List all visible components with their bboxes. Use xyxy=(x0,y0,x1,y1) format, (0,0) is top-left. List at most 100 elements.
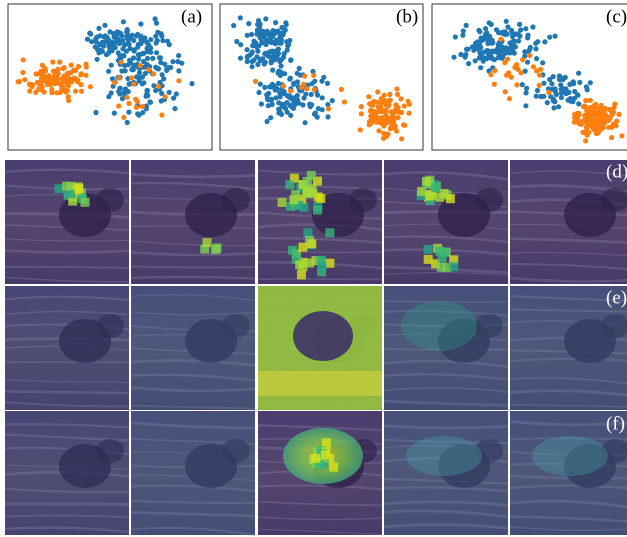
scatter-dot xyxy=(576,71,581,76)
scatter-dot xyxy=(115,39,120,44)
scatter-dot xyxy=(69,63,74,68)
scatter-dot xyxy=(490,38,495,43)
scatter-dot xyxy=(158,60,163,65)
scatter-dot xyxy=(270,102,275,107)
scatter-dot xyxy=(83,73,88,78)
scatter-dot xyxy=(73,89,78,94)
scatter-dot xyxy=(21,57,26,62)
scatter-dot xyxy=(88,31,93,36)
scatter-dot xyxy=(534,94,539,99)
scatter-dot xyxy=(125,120,130,125)
tint xyxy=(5,411,129,535)
scatter-dot xyxy=(148,50,153,55)
scatter-dot xyxy=(601,106,606,111)
activation xyxy=(417,187,426,196)
tissue-stripe xyxy=(131,267,255,268)
scatter-dot xyxy=(107,29,112,34)
scatter-dot xyxy=(398,96,403,101)
panel-label: (f) xyxy=(606,413,625,434)
scatter-dot xyxy=(290,97,295,102)
scatter-dot xyxy=(148,37,153,42)
scatter-dot xyxy=(140,110,145,115)
scatter-dot xyxy=(269,97,274,102)
scatter-dot xyxy=(258,82,263,87)
scatter-dot xyxy=(369,121,374,126)
scatter-dot xyxy=(54,90,59,95)
scatter-dot xyxy=(559,95,564,100)
scatter-dot xyxy=(542,39,547,44)
activation xyxy=(438,254,447,263)
scatter-dot xyxy=(267,49,272,54)
scatter-dot xyxy=(146,67,151,72)
scatter-dot xyxy=(303,120,308,125)
activation xyxy=(318,262,327,271)
scatter-dot xyxy=(384,134,389,139)
scatter-dot xyxy=(320,95,325,100)
scatter-dot xyxy=(245,55,250,60)
scatter-dot xyxy=(492,68,497,73)
scatter-dot xyxy=(107,48,112,53)
scatter-dot xyxy=(281,91,286,96)
scatter-dot xyxy=(486,53,491,58)
scatter-dot xyxy=(523,26,528,31)
scatter-dot xyxy=(282,51,287,56)
scatter-dot xyxy=(505,57,510,62)
lesion xyxy=(475,188,503,212)
activation-blob xyxy=(406,436,482,476)
scatter-dot xyxy=(102,23,107,28)
scatter-dot xyxy=(607,107,612,112)
scatter-dot xyxy=(509,49,514,54)
scatter-dot xyxy=(303,92,308,97)
scatter-dot xyxy=(319,79,324,84)
activation xyxy=(307,239,316,248)
scatter-dot xyxy=(63,89,68,94)
scatter-dot xyxy=(513,44,518,49)
scatter-dot xyxy=(156,84,161,89)
scatter-dot xyxy=(478,45,483,50)
activation xyxy=(288,246,297,255)
scatter-dot xyxy=(288,88,293,93)
scatter-dot xyxy=(368,108,373,113)
activation xyxy=(67,189,76,198)
scatter-dot xyxy=(270,68,275,73)
scatter-dot xyxy=(406,111,411,116)
scatter-dot xyxy=(138,63,143,68)
scatter-dot xyxy=(541,81,546,86)
scatter-dot xyxy=(572,89,577,94)
activation xyxy=(203,238,212,247)
scatter-dot xyxy=(238,15,243,20)
scatter-dot xyxy=(304,86,309,91)
scatter-dot xyxy=(135,111,140,116)
activation xyxy=(278,198,287,207)
scatter-dot xyxy=(602,120,607,125)
scatter-dot xyxy=(145,93,150,98)
scatter-dot xyxy=(577,80,582,85)
scatter-dot xyxy=(61,74,66,79)
scatter-dot xyxy=(155,38,160,43)
scatter-dot xyxy=(395,115,400,120)
scatter-dot xyxy=(104,52,109,57)
scatter-dot xyxy=(167,42,172,47)
scatter-dot xyxy=(116,89,121,94)
scatter-dot xyxy=(547,35,552,40)
scatter-dot xyxy=(525,33,530,38)
scatter-dot xyxy=(576,112,581,117)
scatter-dot xyxy=(376,128,381,133)
scatter-dot xyxy=(155,30,160,35)
scatter-dot xyxy=(255,62,260,67)
scatter-dot xyxy=(325,81,330,86)
scatter-dot xyxy=(259,36,264,41)
scatter-dot xyxy=(83,62,88,67)
scatter-dot xyxy=(540,60,545,65)
scatter-dot xyxy=(492,82,497,87)
figure: (a) (b) (c) (d) (e) (f) xyxy=(0,0,627,537)
scatter-dot xyxy=(258,57,263,62)
scatter-dot xyxy=(109,90,114,95)
scatter-dot xyxy=(312,87,317,92)
activation xyxy=(313,206,322,215)
activation xyxy=(422,177,431,186)
scatter-dot xyxy=(133,97,138,102)
scatter-dot xyxy=(311,73,316,78)
scatter-dot xyxy=(265,119,270,124)
scatter-dot xyxy=(288,76,293,81)
